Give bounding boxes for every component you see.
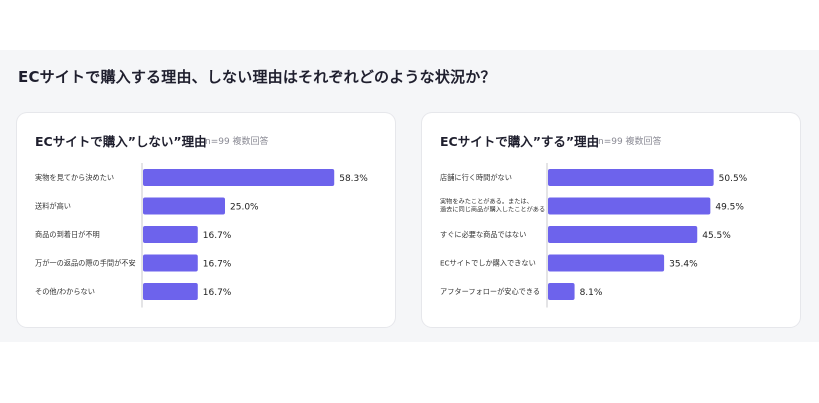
bar [548,226,698,243]
value-label: 16.7% [203,288,232,298]
value-label: 49.5% [715,203,744,213]
chart-sample-note: n=99 複数回答 [205,137,269,147]
category-label: すぐに必要な商品ではない [440,230,526,239]
category-label: その他/わからない [35,287,95,296]
bar [143,254,198,272]
page-title: ECサイトで購入する理由、しない理由はそれぞれどのような状況か？ [18,68,496,86]
bar-chart-buy: 店舗に行く時間がない 50.5% 実物をみたことがある。または、過去に同じ商品が購入… [440,163,748,308]
category-label: アフターフォローが安心できる [440,287,540,296]
bar [143,226,198,243]
bar [548,283,575,300]
category-label: 店舗に行く時間がない [440,173,512,182]
chart-title: ECサイトで購入”する”理由 [440,134,600,149]
category-label: 商品の到着日が不明 [35,230,100,239]
bar [548,254,665,272]
value-label: 50.5% [719,174,748,184]
value-label: 35.4% [669,260,698,270]
value-label: 45.5% [702,231,731,241]
value-label: 16.7% [203,260,232,270]
category-label: 実物を見てから決めたい [35,173,114,182]
value-label: 8.1% [580,288,603,298]
category-label: ECサイトでしか購入できない [440,259,536,268]
chart-sample-note: n=99 複数回答 [598,137,662,147]
category-label: 万が一の返品の際の手間が不安 [35,259,136,268]
bar [143,197,225,215]
category-label: 送料が高い [35,202,71,211]
value-label: 25.0% [230,203,259,213]
bar [548,169,714,186]
bar [143,283,198,300]
bar [548,197,711,215]
chart-card-buy: ECサイトで購入”する”理由 n=99 複数回答 店舗に行く時間がない 50.5%… [422,113,800,327]
bar-chart-not-buy: 実物を見てから決めたい 58.3% 送料が高い 25.0% 商品の到着日が不明 16.7%… [35,163,368,308]
category-label: 実物をみたことがある。または、過去に同じ商品が購入したことがある [440,198,545,214]
value-label: 16.7% [203,231,232,241]
chart-card-not-buy: ECサイトで購入”しない”理由 n=99 複数回答 実物を見てから決めたい 58.… [17,113,395,327]
value-label: 58.3% [339,174,368,184]
chart-title: ECサイトで購入”しない”理由 [35,134,207,149]
bar [143,169,335,186]
